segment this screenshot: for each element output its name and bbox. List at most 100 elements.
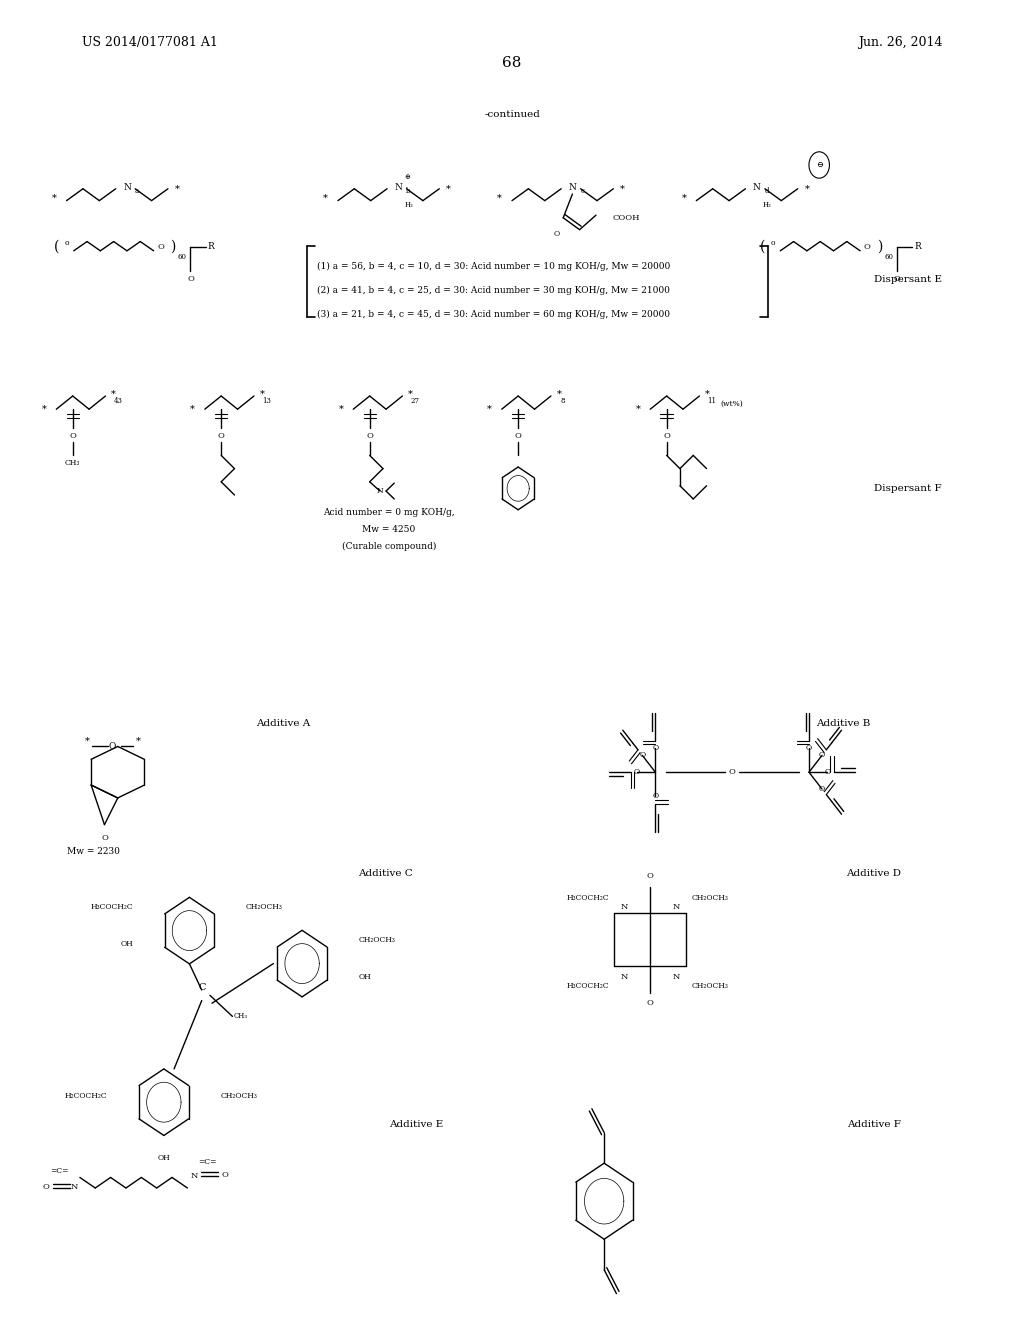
Text: o: o: [771, 239, 775, 247]
Text: *: *: [706, 391, 710, 399]
Text: N: N: [672, 903, 680, 911]
Text: 60: 60: [178, 253, 186, 261]
Text: H₂COCH₂C: H₂COCH₂C: [65, 1092, 108, 1100]
Text: O: O: [652, 792, 658, 800]
Text: 60: 60: [885, 253, 893, 261]
Text: *: *: [487, 405, 492, 413]
Text: (1) a = 56, b = 4, c = 10, d = 30: Acid number = 10 mg KOH/g, Mw = 20000: (1) a = 56, b = 4, c = 10, d = 30: Acid …: [317, 263, 671, 271]
Text: O: O: [664, 432, 670, 440]
Text: H₂: H₂: [763, 201, 771, 209]
Text: Jun. 26, 2014: Jun. 26, 2014: [857, 36, 942, 49]
Text: *: *: [636, 405, 640, 413]
Text: *: *: [339, 405, 343, 413]
Text: ): ): [877, 240, 883, 253]
Text: O: O: [515, 432, 521, 440]
Text: *: *: [446, 185, 451, 193]
Text: CH₂OCH₃: CH₂OCH₃: [691, 982, 728, 990]
Text: N: N: [394, 183, 402, 191]
Text: US 2014/0177081 A1: US 2014/0177081 A1: [82, 36, 218, 49]
Text: *: *: [136, 737, 140, 746]
Text: O: O: [222, 1171, 228, 1179]
Text: *: *: [190, 405, 195, 413]
Text: c: c: [581, 187, 585, 195]
Text: *: *: [682, 194, 686, 202]
Text: *: *: [42, 405, 46, 413]
Text: O: O: [864, 243, 870, 251]
Text: ⊖: ⊖: [816, 161, 822, 169]
Text: *: *: [324, 194, 328, 202]
Text: O: O: [158, 243, 164, 251]
Text: N: N: [621, 973, 629, 981]
Text: N: N: [672, 973, 680, 981]
Text: N: N: [377, 487, 383, 495]
Text: O: O: [634, 768, 640, 776]
Text: R: R: [208, 243, 214, 251]
Text: O: O: [218, 432, 224, 440]
Text: d: d: [765, 187, 769, 195]
Text: N: N: [123, 183, 131, 191]
Text: O: O: [647, 999, 653, 1007]
Text: O: O: [824, 768, 830, 776]
Text: ⊕: ⊕: [404, 173, 411, 181]
Text: CH₂OCH₃: CH₂OCH₃: [358, 936, 395, 944]
Text: O: O: [109, 742, 117, 751]
Text: Additive B: Additive B: [816, 719, 870, 727]
Text: -continued: -continued: [484, 111, 540, 119]
Text: C: C: [198, 983, 206, 991]
Text: Additive D: Additive D: [846, 870, 901, 878]
Text: R: R: [914, 243, 921, 251]
Text: O: O: [554, 230, 560, 238]
Text: =C=: =C=: [199, 1158, 217, 1166]
Text: O: O: [43, 1183, 49, 1191]
Text: O: O: [101, 834, 108, 842]
Text: (: (: [53, 240, 59, 253]
Text: a: a: [135, 187, 139, 195]
Text: Additive F: Additive F: [847, 1121, 901, 1129]
Text: (: (: [760, 240, 766, 253]
Text: O: O: [647, 873, 653, 880]
Text: 13: 13: [262, 397, 270, 405]
Text: =C=: =C=: [50, 1167, 69, 1175]
Text: *: *: [498, 194, 502, 202]
Text: N: N: [190, 1172, 199, 1180]
Text: *: *: [409, 391, 413, 399]
Text: N: N: [568, 183, 577, 191]
Text: (2) a = 41, b = 4, c = 25, d = 30: Acid number = 30 mg KOH/g, Mw = 21000: (2) a = 41, b = 4, c = 25, d = 30: Acid …: [317, 286, 671, 294]
Text: OH: OH: [121, 940, 133, 948]
Text: H₂: H₂: [404, 201, 413, 209]
Text: 43: 43: [114, 397, 122, 405]
Text: O: O: [819, 785, 825, 793]
Text: CH₂OCH₃: CH₂OCH₃: [220, 1092, 257, 1100]
Text: Mw = 2230: Mw = 2230: [67, 847, 120, 855]
Text: *: *: [557, 391, 561, 399]
Text: Mw = 4250: Mw = 4250: [362, 525, 416, 533]
Text: *: *: [52, 194, 56, 202]
Text: N: N: [621, 903, 629, 911]
Text: Additive E: Additive E: [389, 1121, 443, 1129]
Text: O: O: [187, 275, 194, 282]
Text: Dispersant E: Dispersant E: [874, 276, 942, 284]
Text: ): ): [170, 240, 176, 253]
Text: 8: 8: [561, 397, 565, 405]
Text: O: O: [652, 744, 658, 752]
Text: *: *: [112, 391, 116, 399]
Text: O: O: [729, 768, 735, 776]
Text: O: O: [367, 432, 373, 440]
Text: *: *: [85, 737, 89, 746]
Text: 11: 11: [708, 397, 716, 405]
Text: *: *: [175, 185, 179, 193]
Text: *: *: [621, 185, 625, 193]
Text: COOH: COOH: [612, 214, 640, 222]
Text: H₃COCH₂C: H₃COCH₂C: [90, 903, 133, 911]
Text: H₃COCH₂C: H₃COCH₂C: [566, 894, 609, 902]
Text: o: o: [65, 239, 69, 247]
Text: H₃COCH₂C: H₃COCH₂C: [566, 982, 609, 990]
Text: CH₃: CH₃: [233, 1012, 248, 1020]
Text: O: O: [819, 751, 825, 759]
Text: OH: OH: [158, 1154, 170, 1162]
Text: CH₃: CH₃: [65, 459, 81, 467]
Text: Additive C: Additive C: [358, 870, 413, 878]
Text: Dispersant F: Dispersant F: [874, 484, 942, 492]
Text: 27: 27: [411, 397, 419, 405]
Text: N: N: [753, 183, 761, 191]
